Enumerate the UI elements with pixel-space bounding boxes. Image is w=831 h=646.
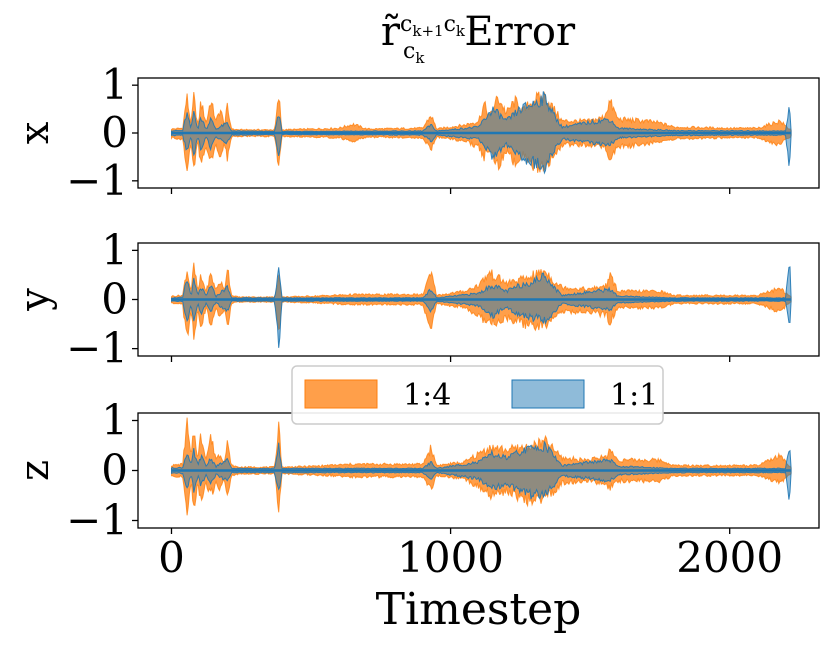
ytick-label-x-1: 0 (101, 108, 128, 157)
ytick-label-z-0: −1 (66, 496, 128, 545)
legend-label-0: 1:4 (403, 378, 451, 413)
ytick-label-z-1: 0 (101, 446, 128, 495)
title-superscript: c (400, 12, 412, 37)
ytick-label-y-1: 0 (101, 275, 128, 324)
ytick-label-z-2: 1 (101, 396, 128, 445)
legend-swatch-1 (511, 379, 585, 409)
legend: 1:4 1:1 (291, 365, 664, 425)
ylabel-z: z (12, 460, 58, 481)
title-subscript: c (403, 39, 415, 64)
subplot-x: −101 x (12, 60, 820, 205)
area-y-series-1:1 (171, 266, 792, 348)
ytick-label-x-2: 1 (101, 60, 128, 109)
ytick-label-x-0: −1 (66, 156, 128, 205)
ytick-label-y-2: 1 (101, 225, 128, 274)
xtick-label-1: 1000 (397, 533, 504, 582)
title-sup-sub2: k (456, 22, 466, 40)
legend-swatch-0 (304, 379, 378, 409)
chart-title: r̃ck+1ck ckError (381, 9, 576, 67)
ylabel-y: y (12, 288, 58, 312)
title-sup-sub1: k+1 (412, 22, 443, 40)
subplot-y: −101 y (12, 225, 820, 373)
ytick-label-y-0: −1 (66, 324, 128, 373)
xtick-label-0: 0 (158, 533, 185, 582)
legend-label-1: 1:1 (610, 378, 658, 413)
title-base: r̃ (381, 9, 401, 55)
ylabel-x: x (12, 121, 58, 144)
title-sub-sub: k (415, 49, 425, 67)
xtick-label-2: 2000 (676, 533, 783, 582)
subplot-z: −101 z (12, 396, 820, 545)
xlabel: Timestep (376, 584, 582, 635)
title-suffix: Error (464, 9, 576, 55)
title-sup-mid: c (444, 12, 456, 37)
x-axis: 0 1000 2000 Timestep (158, 533, 783, 635)
